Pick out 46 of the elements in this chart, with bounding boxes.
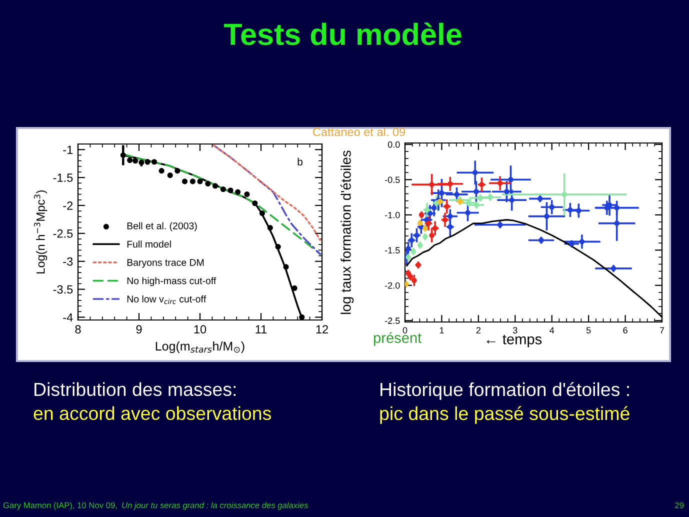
y-tick-label: -2 [63, 201, 73, 210]
legend-label: Baryons trace DM [127, 259, 204, 268]
y-tick-label: -3 [63, 257, 73, 266]
x-tick-label: 7 [660, 327, 664, 334]
chart-title: Tests du modèle [224, 22, 462, 46]
x-tick-label: 6 [623, 327, 628, 334]
x-tick-label: 8 [75, 325, 81, 334]
x-axis-title: Log(m$_{stars}$h/M$_{⊙}$) [156, 341, 244, 354]
text: Un jour tu seras grand : la croissance des galaxies [122, 502, 308, 510]
text: pic dans le passé sous-estimé [380, 406, 630, 424]
y-tick-label: -2.0 [384, 282, 400, 289]
legend-label: Full model [127, 240, 171, 248]
x-axis-title: ← temps [486, 334, 542, 348]
x-tick-label: 3 [512, 327, 518, 334]
y-tick-label: -2.5 [53, 229, 73, 238]
legend-label: Bell et al. (2003) [127, 222, 197, 232]
x-tick-label: 12 [316, 325, 328, 334]
y-tick-label: -1.5 [53, 174, 73, 182]
legend-label: No low v$_{circ}$ cut-off [127, 295, 206, 304]
text: Distribution des masses: [34, 382, 236, 396]
y-tick-label: -1.5 [384, 247, 400, 254]
y-tick-label: -0.5 [384, 176, 400, 184]
y-tick-label: -3.5 [53, 285, 73, 294]
x-tick-label: 5 [586, 327, 591, 334]
x-tick-label: 4 [550, 327, 554, 334]
y-tick-label: -2.5 [384, 318, 400, 324]
x-tick-label: 10 [194, 325, 206, 334]
text: présent [374, 332, 422, 346]
y-tick-label: -1 [63, 146, 73, 154]
y-axis-title: log taux formation d'étoiles [340, 150, 354, 314]
y-tick-label: -1.0 [384, 212, 400, 218]
text: Gary Mamon (IAP), 10 Nov 09, [3, 502, 117, 510]
text: Cattaneo et al. 09 [313, 128, 406, 136]
x-tick-label: 0 [402, 327, 408, 334]
y-axis-title: Log(n h$^{−3}$Mpc$^{3}$) [34, 190, 48, 274]
x-tick-label: 1 [440, 327, 444, 334]
x-tick-label: 11 [256, 325, 267, 334]
annotation: b [298, 158, 302, 166]
text: 29 [675, 502, 684, 508]
legend-label: No high-mass cut-off [127, 277, 216, 286]
y-tick-label: -4 [63, 313, 73, 322]
x-tick-label: 2 [476, 327, 480, 334]
x-tick-label: 9 [136, 325, 142, 334]
y-tick-label: 0.0 [388, 141, 400, 148]
text: en accord avec observations [34, 406, 271, 420]
text: Historique formation d'étoiles : [380, 382, 629, 400]
